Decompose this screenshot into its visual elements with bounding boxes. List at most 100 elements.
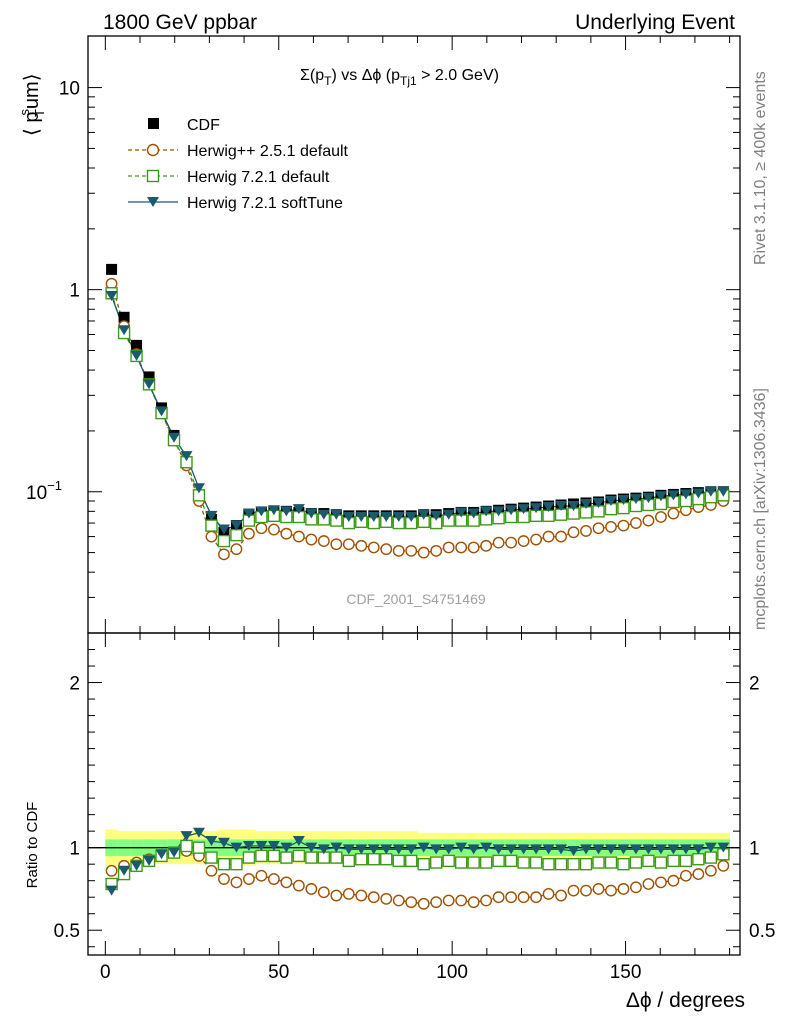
data-point-softtune: [105, 291, 118, 302]
data-point-herwigpp: [205, 530, 218, 543]
ratio-point-herwigpp: [605, 884, 617, 897]
data-point-softtune: [580, 498, 593, 509]
ratio-point-herwigpp: [667, 874, 680, 887]
ratio-point-herwig721: [692, 853, 705, 866]
xtick-label: 100: [436, 962, 468, 983]
ratio-point-herwig721: [255, 849, 268, 863]
data-point-herwigpp: [267, 523, 280, 536]
ratio-point-softtune: [305, 842, 318, 853]
ratio-point-herwig721: [492, 854, 505, 868]
ratio-point-herwigpp: [467, 896, 480, 909]
legend-entry-softtune: Herwig 7.2.1 softTune: [128, 195, 343, 212]
ratio-point-herwig721: [467, 856, 480, 869]
ratio-point-softtune: [442, 844, 455, 855]
data-point-herwigpp: [317, 535, 330, 547]
data-point-softtune: [442, 509, 455, 520]
ratio-ytick-label-right: 0.5: [749, 921, 775, 942]
ratio-point-herwigpp: [580, 884, 592, 897]
ratio-point-herwig721: [554, 857, 568, 871]
data-point-softtune: [430, 510, 443, 521]
ratio-point-herwigpp: [305, 883, 318, 895]
legend-label-herwig721: Herwig 7.2.1 default: [187, 169, 330, 186]
ratio-point-herwigpp: [205, 864, 218, 877]
ratio-point-softtune: [242, 841, 255, 852]
xtick-label: 150: [610, 962, 642, 983]
ratio-point-herwig721: [679, 854, 693, 868]
ratio-point-softtune: [455, 842, 468, 853]
ratio-point-herwig721: [355, 853, 368, 866]
data-point-softtune: [305, 508, 318, 519]
ratio-point-softtune: [205, 836, 218, 847]
data-point-herwigpp: [592, 522, 605, 535]
data-point-softtune: [168, 432, 181, 443]
ratio-ytick-labels: 2 2 1 1 0.5 0.5: [54, 674, 776, 943]
ratio-point-herwig721: [579, 857, 593, 871]
ratio-point-herwigpp: [480, 894, 493, 907]
ratio-panel: 2 2 1 1 0.5 0.5 0 50 100 150 Ratio to CDF Δϕ / d…: [24, 632, 776, 1012]
ratio-point-herwigpp: [255, 869, 268, 882]
ratio-point-herwigpp: [592, 883, 605, 895]
data-point-herwig721: [217, 534, 231, 548]
data-point-softtune: [567, 501, 580, 512]
data-point-herwig721: [205, 519, 218, 532]
data-point-softtune: [380, 511, 393, 522]
ratio-point-herwigpp: [380, 892, 393, 905]
ratio-point-softtune: [704, 842, 717, 853]
data-point-cdf: [143, 371, 155, 383]
legend-entry-herwig721: Herwig 7.2.1 default: [128, 169, 330, 186]
ratio-point-softtune: [617, 844, 630, 855]
data-point-herwigpp: [642, 514, 655, 527]
data-point-softtune: [654, 491, 667, 502]
ratio-point-herwigpp: [330, 889, 343, 902]
data-point-herwigpp: [517, 535, 530, 547]
ratio-point-softtune: [367, 844, 380, 855]
ratio-point-herwig721: [280, 851, 293, 864]
data-point-herwigpp: [617, 519, 630, 532]
main-curves: [110, 283, 724, 556]
ratio-point-herwig721: [479, 856, 493, 869]
data-point-softtune: [355, 511, 368, 522]
data-point-herwigpp: [230, 543, 243, 556]
ratio-point-herwigpp: [292, 879, 305, 892]
ratio-point-softtune: [692, 844, 705, 855]
mcplots-label: mcplots.cern.ch [arXiv:1306.3436]: [752, 388, 769, 630]
data-point-herwigpp: [580, 525, 592, 537]
ratio-point-softtune: [168, 847, 181, 858]
ratio-point-herwigpp: [105, 864, 118, 877]
data-point-softtune: [667, 490, 680, 501]
ratio-point-herwigpp: [517, 891, 530, 904]
ratio-ytick-label-left: 1: [69, 839, 80, 860]
data-point-softtune: [155, 406, 168, 417]
ratio-ytick-label-right: 2: [749, 674, 760, 695]
ratio-point-herwigpp: [530, 891, 542, 904]
data-point-herwigpp: [355, 539, 368, 552]
data-point-herwigpp: [330, 538, 343, 551]
ratio-point-softtune: [342, 844, 355, 855]
ratio-point-herwig721: [517, 856, 530, 869]
data-point-softtune: [330, 509, 343, 520]
ratio-point-herwigpp: [405, 896, 418, 909]
legend-marker-cdf: [148, 118, 159, 129]
data-point-softtune: [342, 511, 355, 522]
data-point-cdf: [118, 311, 130, 323]
ratio-point-herwig721: [592, 856, 605, 869]
ratio-point-softtune: [180, 831, 193, 842]
ratio-point-softtune: [292, 836, 305, 847]
data-point-herwigpp: [243, 527, 255, 540]
ratio-point-softtune: [505, 844, 518, 855]
ratio-point-herwigpp: [230, 876, 243, 889]
ratio-point-herwig721: [542, 857, 555, 871]
data-point-cdf: [106, 263, 118, 275]
ratio-point-softtune: [717, 842, 730, 853]
ratio-point-softtune: [604, 844, 617, 855]
ratio-point-herwig721: [330, 851, 343, 864]
ratio-point-softtune: [555, 844, 568, 855]
ratio-point-herwig721: [429, 856, 443, 869]
legend-entry-herwigpp: Herwig++ 2.5.1 default: [128, 143, 349, 160]
data-point-softtune: [517, 504, 530, 515]
data-point-herwigpp: [305, 533, 318, 546]
ratio-point-softtune: [517, 844, 530, 855]
data-point-softtune: [717, 486, 730, 497]
ratio-point-softtune: [255, 841, 268, 852]
ratio-point-herwigpp: [567, 884, 580, 897]
